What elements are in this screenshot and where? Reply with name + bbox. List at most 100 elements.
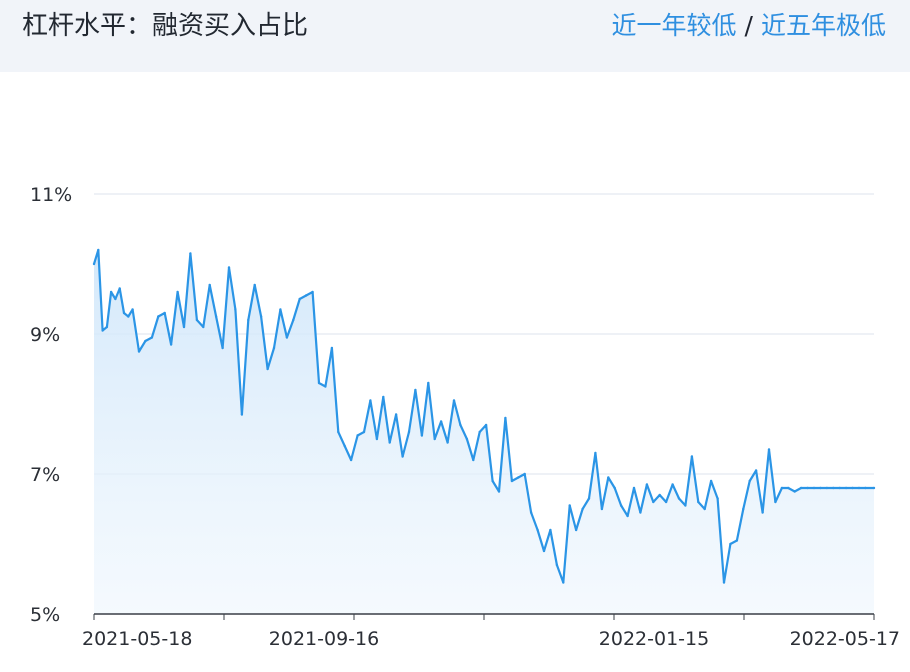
data-point [825,486,829,490]
data-point [812,486,816,490]
data-point [369,399,372,402]
data-point [272,346,276,350]
data-point [742,507,745,511]
data-point [324,385,327,388]
margin-buy-ratio-chart: 5% 7% 9% 11% 2021-05-18 2021-09-16 2022-01-15 2… [30,184,900,650]
data-point [632,486,636,490]
data-point [157,315,160,318]
data-point [127,315,130,318]
data-point [748,479,751,483]
data-point [298,297,301,301]
data-point [639,511,642,514]
data-point [337,430,340,434]
x-tick-label: 2022-01-15 [599,628,709,650]
data-point [240,413,244,416]
data-point [594,451,597,455]
data-point [536,528,539,532]
data-point [684,504,687,507]
x-tick-label: 2021-05-18 [82,628,192,650]
data-point [234,308,237,311]
status-separator: / [744,11,753,40]
data-point [195,318,199,322]
data-point [497,490,501,493]
data-point [787,486,790,490]
data-point [349,458,353,462]
header-bar: 杠杆水平：融资买入占比 近一年较低 / 近五年极低 [0,0,910,72]
data-point [433,437,436,441]
data-point [317,381,321,385]
data-point [703,507,706,511]
data-point [189,252,192,255]
data-point [122,311,126,315]
y-tick-label: 7% [30,464,60,486]
data-point [600,507,604,511]
data-point [330,346,334,350]
data-point [844,486,848,490]
data-point [266,367,269,371]
data-point [343,444,346,448]
data-point [285,336,289,339]
data-point [838,486,841,490]
data-point [118,287,121,290]
data-point [484,423,488,427]
x-tick-label: 2022-05-17 [790,628,900,650]
data-point [150,336,154,339]
data-point [259,315,263,318]
data-point [626,514,629,518]
data-point [523,472,526,476]
data-point [819,486,822,490]
status-5y: 近五年极低 [760,11,886,40]
data-point [735,539,739,542]
data-point [549,528,552,532]
data-point [658,493,661,497]
data-point [690,455,694,458]
data-point [388,441,391,444]
data-point [439,420,443,423]
data-point [793,490,796,493]
data-point [652,500,655,504]
data-point [857,486,861,490]
data-point [517,476,520,479]
data-point [607,476,610,479]
data-point [414,388,417,392]
y-tick-label: 5% [30,604,60,626]
data-point [109,290,113,294]
data-point [427,381,430,385]
data-point [375,437,379,441]
data-point [97,248,100,252]
data-point [202,325,205,329]
data-point [568,504,571,507]
data-point [806,486,809,490]
chart-panel: 5% 7% 9% 11% 2021-05-18 2021-09-16 2022-01-15 2… [0,72,910,672]
data-point [279,308,282,311]
data-point [587,497,591,500]
data-point [799,486,803,490]
data-point [529,511,533,514]
data-point [472,458,475,462]
data-point [542,549,546,553]
data-point [131,308,134,311]
data-point [292,318,295,322]
chart-title: 杠杆水平：融资买入占比 [22,11,309,41]
data-point [92,262,96,266]
y-tick-label: 9% [30,324,60,346]
data-point [446,441,449,444]
data-point [851,486,854,490]
data-point [478,430,481,434]
data-point [382,395,385,399]
data-point [697,500,700,504]
data-point [864,486,867,490]
data-point [671,483,674,486]
data-point [722,581,726,584]
data-point [774,500,777,504]
data-point [619,504,623,507]
data-point [872,486,876,490]
data-point [247,318,250,322]
data-point [304,294,308,297]
data-point [510,479,514,483]
data-point [491,479,494,483]
data-point [356,434,359,437]
data-point [420,434,424,437]
data-point [401,455,404,458]
data-point [459,423,462,427]
